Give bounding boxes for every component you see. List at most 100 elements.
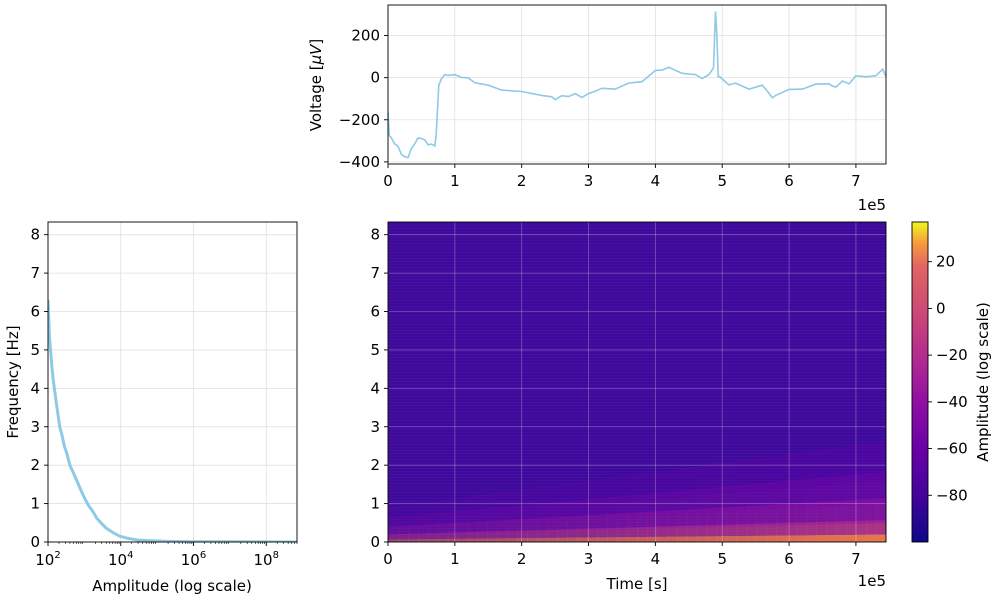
spectrogram-cell (497, 507, 509, 524)
spectrogram-cell (806, 478, 817, 508)
spectrogram-cell (776, 481, 787, 510)
spectrum-x-tick-label: 104 (108, 550, 133, 569)
voltage-y-tick-label: −400 (339, 153, 380, 171)
spectrogram-cell (397, 525, 409, 536)
spectrogram-cell (627, 474, 638, 502)
voltage-x-ticks: 0 1 2 3 4 5 6 7 (383, 164, 861, 190)
spectrogram-cell (856, 534, 867, 542)
spectrogram-cell (388, 506, 399, 521)
spectrogram-cell (836, 475, 847, 507)
spectrogram-cell (646, 536, 658, 542)
spectrogram-cell (716, 486, 728, 513)
spectrogram-cell (587, 480, 598, 505)
spectrogram-cell (696, 465, 708, 496)
voltage-x-offset-label: 1e5 (858, 196, 886, 214)
spectrogram-x-tick-label: 3 (584, 550, 594, 568)
spectrogram-cell (726, 461, 738, 494)
spectrogram-cell (587, 537, 598, 542)
spectrum-axes-frame (47, 221, 298, 543)
spectrogram-cell (756, 505, 767, 527)
spectrogram-y-tick-label: 5 (370, 341, 380, 359)
spectrogram-cell (567, 529, 578, 538)
spectrogram-cell (646, 526, 658, 537)
spectrogram-cell (846, 534, 857, 542)
spectrogram-cell (617, 476, 628, 503)
spectrogram-cell (447, 498, 459, 516)
spectrogram-cell (617, 537, 628, 542)
spectrogram-x-tick-label: 1 (450, 550, 460, 568)
voltage-x-tick-label: 2 (517, 172, 527, 190)
voltage-panel: 0 1 2 3 4 5 6 7 200 0 −200 −400 1e5 Voltage [μV] (307, 4, 887, 214)
spectrogram-cell (696, 525, 708, 537)
spectrogram-cell (646, 511, 658, 529)
spectrogram-cell (666, 526, 678, 537)
spectrogram-cell (646, 493, 658, 516)
spectrogram-cell (876, 441, 887, 482)
spectrogram-cell (676, 509, 688, 529)
spectrogram-cell (397, 505, 409, 520)
spectrogram-cell (776, 523, 787, 536)
spectrogram-cell (467, 531, 479, 539)
spectrogram-x-tick-label: 4 (651, 550, 661, 568)
spectrogram-cell (407, 503, 419, 519)
spectrogram-cell (736, 535, 748, 542)
spectrogram-cell (796, 522, 807, 536)
spectrogram-x-axis-label: Time [s] (606, 575, 668, 593)
spectrogram-cell (766, 482, 777, 510)
spectrogram-cell (637, 512, 648, 530)
spectrogram-cell (597, 537, 608, 542)
spectrogram-y-tick-label: 2 (370, 456, 380, 474)
spectrogram-cell (447, 511, 459, 526)
spectrogram-x-tick-label: 7 (851, 550, 861, 568)
spectrogram-cell (856, 520, 867, 535)
spectrogram-cell (497, 520, 509, 533)
spectrogram-cell (696, 536, 708, 542)
spectrogram-cell (726, 524, 738, 536)
spectrogram-y-ticks: 0 1 2 3 4 5 6 7 8 (370, 226, 388, 551)
spectrogram-cell (597, 528, 608, 538)
spectrogram-cell (517, 519, 528, 533)
spectrogram-cell (497, 531, 509, 539)
spectrogram-cell (447, 532, 459, 539)
spectrogram-cell (567, 516, 578, 531)
spectrogram-cell (587, 528, 598, 538)
voltage-x-tick-label: 3 (584, 172, 594, 190)
spectrogram-cell (706, 525, 718, 537)
spectrogram-cell (547, 485, 558, 508)
voltage-y-ticks: 200 0 −200 −400 (339, 27, 388, 171)
spectrogram-y-tick-label: 7 (370, 264, 380, 282)
spectrogram-cell (597, 497, 608, 519)
spectrogram-cell (686, 509, 698, 528)
spectrogram-cell (766, 456, 777, 491)
voltage-y-axis-label: Voltage [μV] (307, 39, 325, 132)
spectrogram-cell (577, 528, 588, 538)
spectrogram-cell (567, 482, 578, 507)
spectrogram-cell (617, 527, 628, 538)
spectrogram-cell (397, 533, 409, 540)
spectrogram-cell (866, 520, 877, 535)
spectrogram-cell (497, 538, 509, 542)
spectrogram-cell (676, 536, 688, 542)
spectrum-x-tick-label: 106 (181, 550, 206, 569)
spectrogram-cell (427, 513, 439, 527)
spectrogram-cell (746, 505, 758, 527)
spectrogram-cell (706, 536, 718, 542)
spectrogram-cell (597, 514, 608, 531)
spectrogram-cell (517, 489, 528, 511)
spectrogram-cell (507, 519, 518, 533)
spectrogram-cell (457, 510, 469, 526)
spectrogram-cell (447, 538, 459, 542)
colorbar-label: Amplitude (log scale) (974, 302, 992, 462)
spectrogram-cell (627, 527, 638, 537)
spectrogram-cell (537, 529, 548, 538)
spectrum-grid (47, 222, 297, 543)
spectrogram-cell (617, 513, 628, 530)
spectrum-y-tick-label: 3 (30, 418, 40, 436)
spectrogram-cell (507, 490, 518, 511)
spectrogram-cell (816, 477, 827, 508)
spectrogram-cell (856, 474, 867, 506)
spectrogram-cell (417, 524, 429, 535)
spectrogram-cell (666, 510, 678, 529)
spectrogram-cell (666, 536, 678, 542)
spectrogram-cell (766, 523, 777, 536)
